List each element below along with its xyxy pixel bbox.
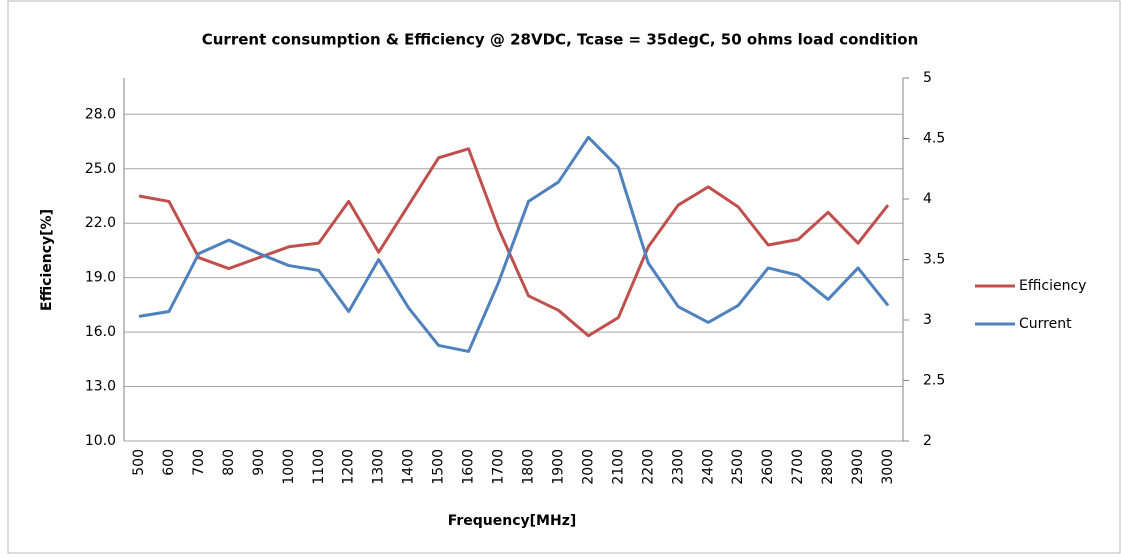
y-tick-label: 16.0	[85, 324, 116, 340]
x-tick-label: 500	[131, 449, 147, 476]
x-tick-label: 1400	[401, 449, 417, 485]
y-tick-label: 19.0	[85, 270, 116, 286]
x-tick-label: 1300	[371, 449, 387, 485]
x-tick-label: 2400	[700, 449, 716, 485]
y-axis-title: Efficiency[%]	[39, 209, 55, 311]
y-tick-label: 22.0	[85, 215, 116, 231]
legend-label: Current	[1019, 316, 1072, 332]
x-tick-label: 800	[221, 449, 237, 476]
series-line	[138, 135, 890, 353]
x-tick-label: 1700	[491, 449, 507, 485]
y-tick-label: 13.0	[85, 379, 116, 395]
x-tick-label: 1600	[461, 449, 477, 485]
chart-frame	[7, 0, 1121, 554]
x-axis-title: Frequency[MHz]	[448, 513, 577, 529]
x-tick-label: 1200	[341, 449, 357, 485]
x-tick-label: 2100	[610, 449, 626, 485]
y2-tick-label: 2.5	[923, 373, 945, 389]
y-tick-label: 25.0	[85, 161, 116, 177]
x-tick-label: 2000	[580, 449, 596, 485]
x-tick-label: 2800	[820, 449, 836, 485]
chart-title: Current consumption & Efficiency @ 28VDC…	[202, 31, 919, 49]
x-tick-label: 1500	[431, 449, 447, 485]
x-tick-label: 2700	[790, 449, 806, 485]
x-tick-label: 2500	[730, 449, 746, 485]
y-tick-label: 28.0	[85, 106, 116, 122]
x-tick-label: 700	[191, 449, 207, 476]
y2-tick-label: 5	[923, 70, 932, 86]
x-tick-label: 600	[161, 449, 177, 476]
y2-tick-label: 4	[923, 191, 932, 207]
y2-tick-label: 4.5	[923, 131, 945, 147]
x-tick-label: 2200	[640, 449, 656, 485]
y2-tick-label: 2	[923, 433, 932, 449]
y-tick-label: 10.0	[85, 433, 116, 449]
x-tick-label: 1900	[550, 449, 566, 485]
x-tick-label: 1800	[520, 449, 536, 485]
y2-tick-label: 3	[923, 312, 932, 328]
x-tick-label: 2300	[670, 449, 686, 485]
y2-tick-label: 3.5	[923, 252, 945, 268]
legend-label: Efficiency	[1019, 278, 1086, 294]
x-tick-label: 1000	[281, 449, 297, 485]
x-tick-label: 2900	[850, 449, 866, 485]
x-tick-label: 1100	[311, 449, 327, 485]
x-tick-label: 2600	[760, 449, 776, 485]
x-tick-label: 900	[251, 449, 267, 476]
x-tick-label: 3000	[880, 449, 896, 485]
